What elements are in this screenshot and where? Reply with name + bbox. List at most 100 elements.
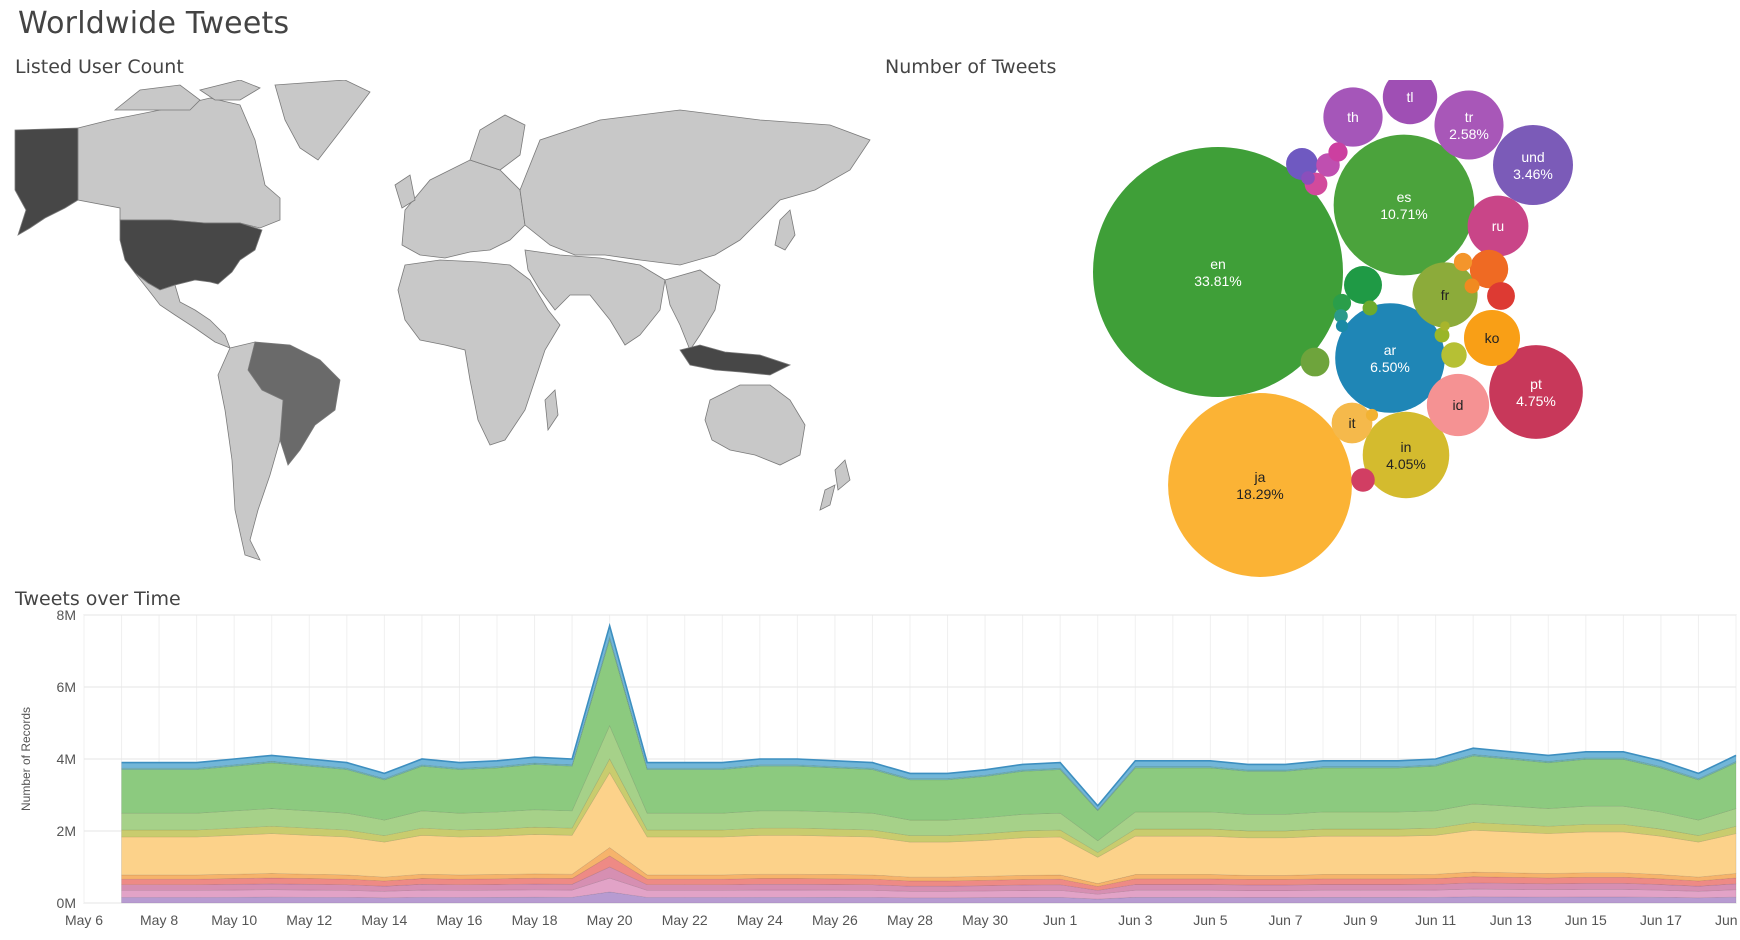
map-region-united-states[interactable] — [119, 219, 263, 291]
bubble-circle[interactable] — [1093, 147, 1343, 397]
x-tick-label: May 18 — [512, 912, 558, 928]
bubble-pt[interactable]: pt4.75% — [1489, 345, 1583, 439]
x-tick-label: Jun 15 — [1565, 912, 1607, 928]
map-region-mexico-central-america[interactable] — [134, 272, 231, 349]
bubble-label: tr — [1465, 109, 1474, 125]
bubble-circle[interactable] — [1412, 262, 1478, 328]
bubble-circle[interactable] — [1434, 90, 1504, 160]
small-bubble[interactable] — [1440, 321, 1450, 331]
x-tick-label: Jun 3 — [1118, 912, 1152, 928]
x-tick-label: May 20 — [587, 912, 633, 928]
map-region-europe[interactable] — [401, 159, 526, 259]
bubble-label: und — [1521, 149, 1544, 165]
x-tick-label: Jun 7 — [1268, 912, 1302, 928]
map-region-australia[interactable] — [704, 384, 806, 466]
bubble-circle[interactable] — [1467, 195, 1529, 257]
area-chart[interactable]: 0M 2M 4M 6M 8M Number of Records May 6 May 8 May… — [0, 610, 1740, 940]
small-bubble[interactable] — [1344, 266, 1382, 304]
x-tick-label: Jun 11 — [1415, 912, 1456, 928]
bubble-label: en — [1210, 256, 1226, 272]
small-bubble[interactable] — [1434, 327, 1450, 343]
x-tick-label: May 10 — [211, 912, 257, 928]
x-tick-label: Jun 19 — [1715, 912, 1740, 928]
small-bubble[interactable] — [1300, 347, 1330, 377]
bubble-label: ko — [1485, 330, 1500, 346]
bubble-circle[interactable] — [1333, 134, 1475, 276]
bubble-circle[interactable] — [1493, 125, 1573, 205]
small-bubble[interactable] — [1453, 252, 1473, 272]
map-region-africa[interactable] — [397, 259, 561, 446]
bubble-circle[interactable] — [1382, 80, 1438, 125]
bubble-chart[interactable]: en33.81%ja18.29%es10.71%ar6.50%pt4.75%in… — [1080, 80, 1600, 580]
bubble-circle[interactable] — [1168, 393, 1352, 577]
x-tick-label: Jun 13 — [1490, 912, 1532, 928]
bubble-ru[interactable]: ru — [1467, 195, 1529, 257]
y-tick-label: 2M — [57, 823, 76, 839]
y-tick-label: 6M — [57, 679, 76, 695]
x-tick-label: May 30 — [962, 912, 1008, 928]
map-region-alaska[interactable] — [14, 127, 79, 236]
bubble-percent: 10.71% — [1380, 206, 1427, 222]
x-tick-label: May 6 — [65, 912, 103, 928]
bubble-circle[interactable] — [1323, 87, 1383, 147]
bubble-it[interactable]: it — [1331, 402, 1373, 444]
bubble-percent: 18.29% — [1236, 486, 1283, 502]
x-tick-label: May 16 — [436, 912, 482, 928]
x-tick-label: Jun 17 — [1640, 912, 1682, 928]
bubble-label: in — [1401, 439, 1412, 455]
small-bubble[interactable] — [1334, 309, 1348, 323]
bubble-label: th — [1347, 109, 1359, 125]
small-bubble[interactable] — [1464, 278, 1480, 294]
x-tick-label: May 26 — [812, 912, 858, 928]
map-region-madagascar — [544, 389, 559, 432]
small-bubble[interactable] — [1365, 408, 1379, 422]
small-bubble[interactable] — [1351, 468, 1375, 492]
bubble-circle[interactable] — [1489, 345, 1583, 439]
bubble-circle[interactable] — [1463, 309, 1521, 367]
bubble-tr[interactable]: tr2.58% — [1434, 90, 1504, 160]
small-bubble[interactable] — [1335, 319, 1349, 333]
bubble-id[interactable]: id — [1426, 373, 1490, 437]
small-bubble[interactable] — [1301, 171, 1315, 185]
map-region-southeast-asia[interactable] — [664, 269, 721, 351]
map-region-uk — [394, 174, 416, 209]
bubble-label: ru — [1492, 218, 1504, 234]
small-bubble[interactable] — [1469, 249, 1509, 289]
map-region-middle-east-india[interactable] — [524, 249, 666, 346]
world-map[interactable] — [0, 80, 880, 580]
map-region-arctic-islands — [113, 80, 261, 111]
small-bubble[interactable] — [1328, 142, 1348, 162]
small-bubble[interactable] — [1441, 342, 1467, 368]
y-tick-label: 8M — [57, 610, 76, 623]
bubble-circle[interactable] — [1335, 303, 1445, 413]
map-region-brazil[interactable] — [247, 341, 341, 466]
bubble-label: tl — [1407, 89, 1414, 105]
bubble-fr[interactable]: fr — [1412, 262, 1478, 328]
small-bubble[interactable] — [1332, 293, 1352, 313]
bubble-percent: 2.58% — [1449, 126, 1489, 142]
bubble-th[interactable]: th — [1323, 87, 1383, 147]
bubble-ar[interactable]: ar6.50% — [1335, 303, 1445, 413]
dashboard-title: Worldwide Tweets — [18, 6, 290, 41]
bubble-in[interactable]: in4.05% — [1362, 411, 1450, 499]
bubble-percent: 33.81% — [1194, 273, 1241, 289]
bubble-percent: 3.46% — [1513, 166, 1553, 182]
small-bubble[interactable] — [1487, 282, 1515, 310]
bubble-circle[interactable] — [1426, 373, 1490, 437]
bubble-tl[interactable]: tl — [1382, 80, 1438, 125]
bubble-chart-title: Number of Tweets — [885, 56, 1057, 78]
bubble-circle[interactable] — [1362, 411, 1450, 499]
x-tick-label: May 22 — [662, 912, 708, 928]
bubble-ko[interactable]: ko — [1463, 309, 1521, 367]
bubble-circle[interactable] — [1331, 402, 1373, 444]
small-bubble[interactable] — [1362, 300, 1378, 316]
x-tick-label: May 12 — [286, 912, 332, 928]
map-region-russia-asia[interactable] — [519, 109, 871, 266]
x-tick-label: May 14 — [361, 912, 407, 928]
map-region-indonesia[interactable] — [679, 344, 792, 376]
map-region-canada[interactable] — [77, 97, 281, 229]
